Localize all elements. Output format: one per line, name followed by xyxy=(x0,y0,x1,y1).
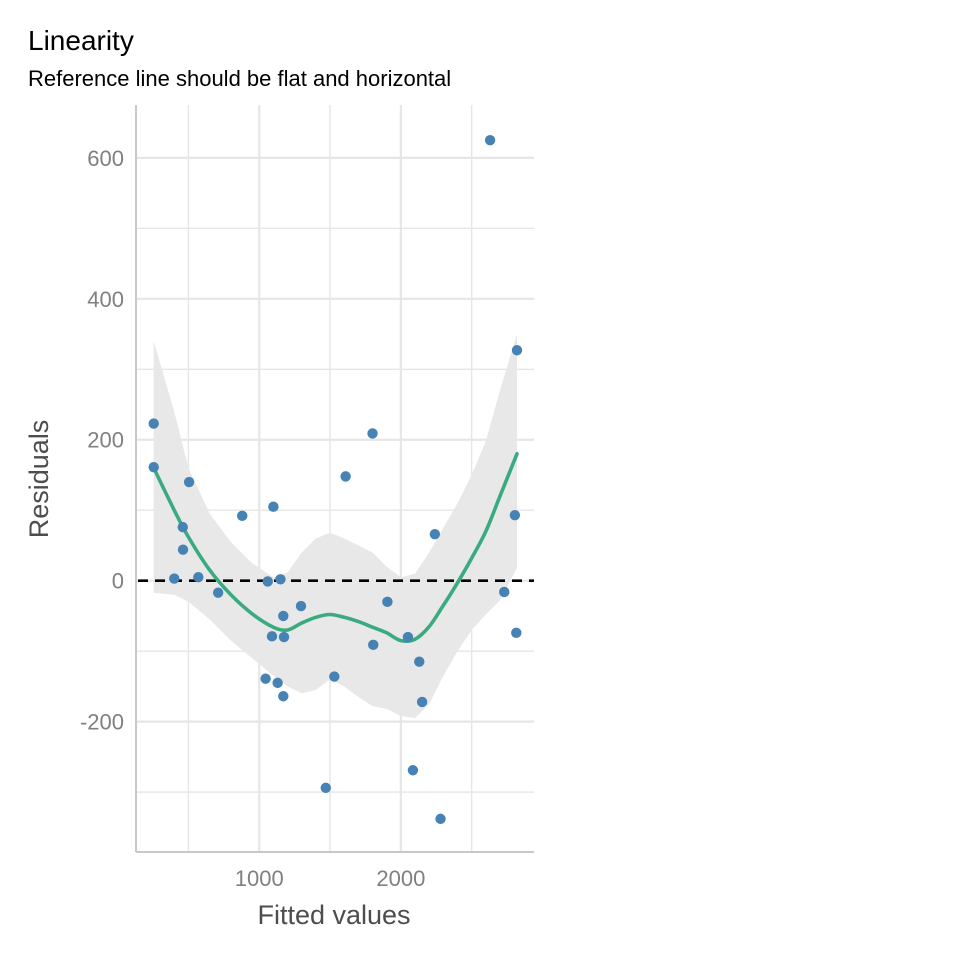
residual-point-12 xyxy=(268,501,279,512)
residual-point-5 xyxy=(183,476,195,488)
residual-point-20 xyxy=(329,671,340,682)
residual-point-18 xyxy=(295,600,307,612)
y-tick-label: 600 xyxy=(87,146,124,171)
residual-point-16 xyxy=(278,691,289,702)
residual-point-1 xyxy=(148,462,159,473)
residual-point-11 xyxy=(266,631,278,642)
x-tick-labels: 1000 2000 xyxy=(235,866,426,891)
axes xyxy=(135,105,534,853)
y-tick-label: 200 xyxy=(87,428,124,453)
smooth-line xyxy=(151,452,519,644)
residual-point-7 xyxy=(212,587,224,598)
residual-point-34 xyxy=(511,627,522,639)
residual-point-4 xyxy=(177,544,189,555)
residual-point-30 xyxy=(435,813,446,825)
residual-point-31 xyxy=(484,135,496,146)
residual-point-28 xyxy=(416,696,428,708)
residual-point-29 xyxy=(429,528,441,540)
residual-point-21 xyxy=(340,471,351,482)
residual-point-32 xyxy=(499,586,510,598)
y-tick-labels: -200 0 200 400 600 xyxy=(80,146,124,735)
y-tick-label: -200 xyxy=(80,710,124,735)
residual-point-19 xyxy=(320,782,331,794)
residual-point-17 xyxy=(278,631,290,643)
residual-point-33 xyxy=(509,509,521,521)
residual-point-8 xyxy=(237,510,248,522)
y-tick-label: 400 xyxy=(87,287,124,312)
residual-point-15 xyxy=(278,610,289,622)
y-tick-label: 0 xyxy=(112,569,124,594)
residual-point-25 xyxy=(402,631,414,643)
residual-point-0 xyxy=(148,418,159,429)
residual-point-2 xyxy=(169,573,180,584)
y-axis-title: Residuals xyxy=(24,420,54,539)
residual-point-14 xyxy=(275,574,286,585)
residual-point-10 xyxy=(262,576,273,587)
residual-point-6 xyxy=(193,571,204,583)
residual-point-9 xyxy=(260,673,271,684)
residual-points xyxy=(148,135,523,825)
x-tick-label: 2000 xyxy=(376,866,425,891)
residual-point-24 xyxy=(382,596,393,608)
residual-point-23 xyxy=(368,639,379,651)
residual-point-35 xyxy=(511,345,523,356)
x-tick-label: 1000 xyxy=(235,866,284,891)
residual-point-3 xyxy=(177,521,188,533)
chart-title: Linearity xyxy=(28,25,134,56)
residual-point-27 xyxy=(414,656,425,667)
residual-point-22 xyxy=(367,428,378,439)
residual-point-26 xyxy=(407,765,419,776)
residual-point-13 xyxy=(272,677,283,689)
confidence-band xyxy=(153,334,517,719)
chart-subtitle: Reference line should be flat and horizo… xyxy=(28,66,451,91)
x-axis-title: Fitted values xyxy=(257,900,410,930)
